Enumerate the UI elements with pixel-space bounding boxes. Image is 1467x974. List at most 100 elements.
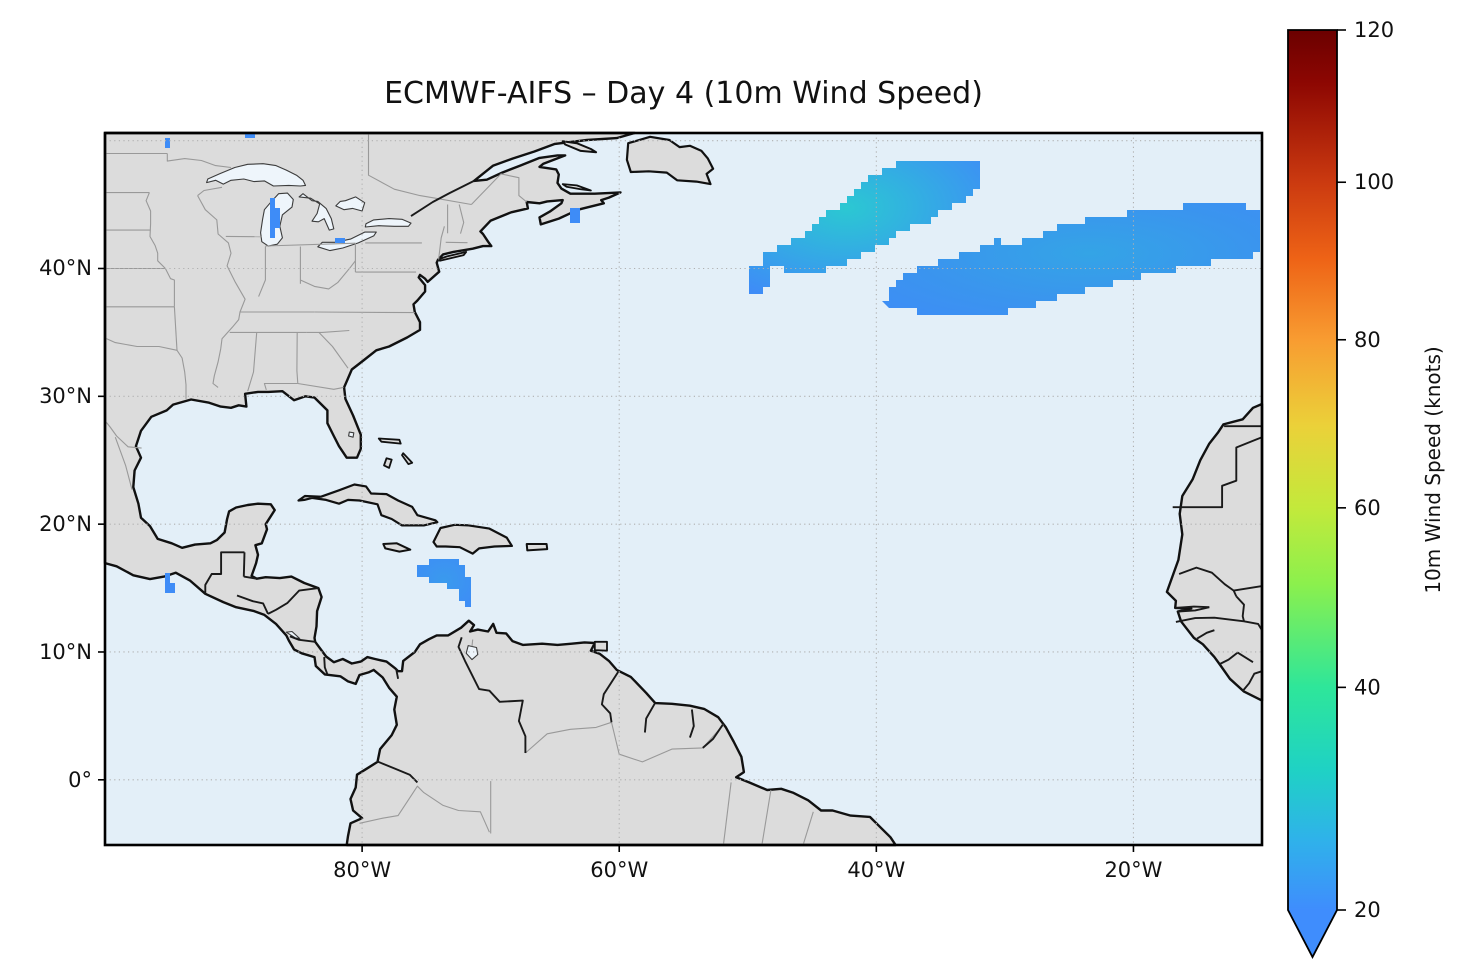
colorbar: 120 100 80 60 40 20 10m Wind Speed (knots)	[1270, 18, 1467, 970]
country-border	[1178, 566, 1238, 597]
state-border	[802, 811, 814, 846]
landmass	[439, 251, 468, 262]
state-border	[104, 337, 178, 351]
x-tick-label: 60°W	[590, 858, 649, 882]
map-panel	[98, 131, 1264, 852]
landmass	[593, 640, 608, 652]
nova-scotia-offshore-wind	[570, 208, 580, 223]
y-tick-label: 20°N	[39, 512, 92, 537]
country-border	[702, 724, 724, 749]
state-border	[367, 133, 472, 206]
lake-michigan-wind	[270, 198, 280, 238]
state-border	[314, 311, 415, 314]
country-border	[1196, 629, 1215, 640]
state-border	[471, 639, 474, 647]
state-border	[359, 785, 490, 833]
state-border	[525, 721, 724, 763]
caribbean-wind-south-of-hispaniola	[417, 559, 471, 607]
country-border	[1177, 606, 1210, 613]
state-border	[247, 332, 258, 392]
landmass	[561, 140, 598, 154]
country-border	[410, 180, 475, 217]
x-tick-label: 20°W	[1104, 858, 1163, 882]
state-border	[173, 306, 178, 351]
colorbar-tick-label: 80	[1354, 328, 1381, 352]
country-border	[1233, 585, 1263, 592]
landmass	[625, 135, 715, 186]
state-border	[197, 195, 246, 388]
state-border	[761, 789, 772, 846]
state-border	[318, 332, 349, 369]
landmass	[432, 523, 513, 555]
country-border	[395, 668, 400, 679]
y-tick-label: 30°N	[39, 384, 92, 409]
landmass	[383, 457, 393, 469]
country-border	[1243, 620, 1263, 631]
chart-title: ECMWF-AIFS – Day 4 (10m Wind Speed)	[384, 76, 983, 111]
country-border	[236, 594, 269, 615]
colorbar-tick-label: 100	[1354, 170, 1394, 194]
landmass	[401, 452, 414, 465]
country-border	[1219, 651, 1254, 665]
country-border	[289, 635, 316, 643]
north-atlantic-wind-band-west	[749, 161, 980, 294]
state-border	[471, 173, 528, 205]
lake-erie-wind	[335, 238, 345, 243]
country-border	[643, 703, 656, 733]
y-tick-label: 10°N	[39, 639, 92, 664]
lake-of-the-woods-wind	[165, 138, 170, 148]
country-border	[457, 636, 527, 753]
map-frame	[103, 131, 1264, 847]
state-border	[722, 782, 732, 846]
colorbar-label: 10m Wind Speed (knots)	[1421, 346, 1445, 593]
state-border	[176, 349, 187, 399]
map-canvas	[98, 131, 1264, 852]
country-border	[1241, 670, 1263, 692]
landmass	[377, 437, 402, 445]
colorbar-tick-label: 120	[1354, 20, 1394, 42]
country-border	[689, 709, 695, 738]
country-border	[600, 670, 620, 723]
colorbar-tick-label: 40	[1354, 675, 1381, 699]
colorbar-tick-label: 20	[1354, 898, 1381, 922]
state-border	[265, 242, 356, 247]
colorbar-bar	[1287, 29, 1338, 959]
y-tick-label: 0°	[68, 767, 92, 792]
state-border	[296, 332, 299, 384]
lake	[348, 431, 355, 438]
state-border	[258, 246, 266, 297]
lake	[317, 231, 377, 252]
country-border	[1175, 616, 1245, 623]
country-border	[243, 575, 257, 580]
lake	[206, 163, 307, 187]
gulf-of-tehuantepec-gap-wind	[165, 573, 175, 593]
colorbar-canvas: 120 100 80 60 40 20 10m Wind Speed (knots)	[1287, 18, 1445, 959]
lake	[335, 196, 366, 212]
country-border	[1175, 605, 1210, 609]
country-border	[1172, 436, 1263, 509]
landmass	[561, 183, 592, 192]
lake	[364, 218, 412, 228]
state-border	[197, 186, 223, 197]
state-border	[104, 420, 142, 449]
country-border	[204, 551, 245, 594]
state-border	[263, 382, 298, 391]
state-border	[458, 204, 465, 234]
y-tick-label: 40°N	[39, 256, 92, 281]
country-border	[1235, 595, 1245, 622]
state-border	[297, 382, 344, 390]
state-border	[145, 192, 175, 307]
lake	[465, 645, 479, 661]
north-atlantic-wind-band-east	[882, 203, 1260, 315]
landmass	[382, 542, 412, 553]
x-tick-label: 80°W	[333, 858, 392, 882]
state-border	[306, 329, 350, 333]
lake	[285, 630, 301, 640]
state-border	[300, 260, 356, 290]
colorbar-tick-label: 60	[1354, 496, 1381, 520]
landmass	[297, 483, 439, 527]
country-border	[323, 657, 329, 675]
country-border	[267, 587, 319, 615]
state-border	[166, 153, 232, 169]
